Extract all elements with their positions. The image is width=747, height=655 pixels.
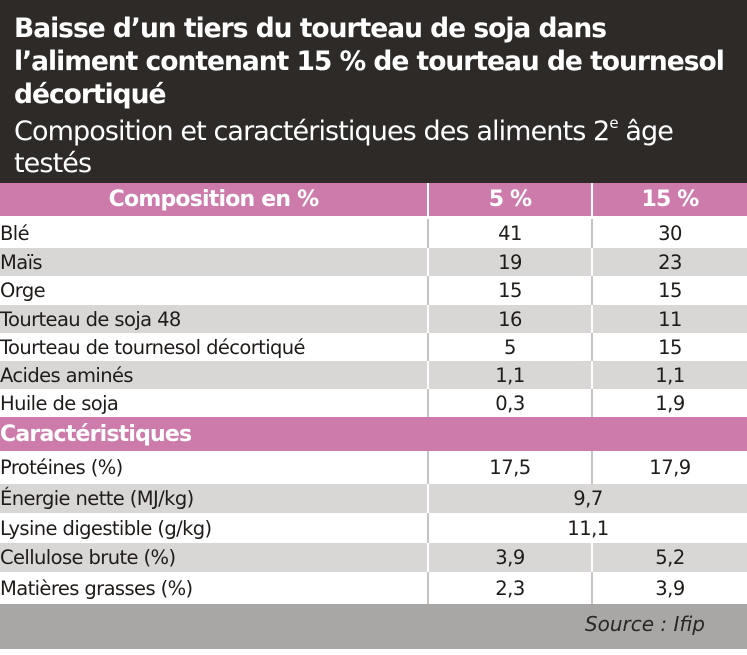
column-header-composition: Composition en % xyxy=(0,183,428,219)
row-label: Lysine digestible (g/kg) xyxy=(0,513,428,543)
value-both: 11,1 xyxy=(427,513,747,543)
table-row: Tourteau de tournesol décortiqué 5 15 xyxy=(0,333,747,361)
row-label: Matières grasses (%) xyxy=(0,572,428,604)
composition-rows: Blé 41 30 Maïs 19 23 Orge 15 15 Tourteau de soja … xyxy=(0,217,747,417)
value-15-percent: 23 xyxy=(591,248,747,276)
table-row: Blé 41 30 xyxy=(0,217,747,248)
subtitle-text: Composition et caractéristiques des alim… xyxy=(14,116,610,147)
table-row: Énergie nette (MJ/kg) 9,7 xyxy=(0,484,747,513)
section-header-row: Caractéristiques xyxy=(0,417,747,451)
value-15-percent: 15 xyxy=(591,276,747,305)
source-footer: Source : Ifip xyxy=(0,604,747,649)
table-row: Acides aminés 1,1 1,1 xyxy=(0,361,747,389)
table-row: Matières grasses (%) 2,3 3,9 xyxy=(0,572,747,604)
table-row: Huile de soja 0,3 1,9 xyxy=(0,389,747,417)
section-label: Caractéristiques xyxy=(0,417,747,451)
table-row: Orge 15 15 xyxy=(0,276,747,305)
row-label: Orge xyxy=(0,276,428,305)
value-15-percent: 1,9 xyxy=(591,389,747,417)
value-5-percent: 3,9 xyxy=(427,543,592,572)
page-title: Baisse d’un tiers du tourteau de soja da… xyxy=(14,13,725,110)
value-15-percent: 17,9 xyxy=(591,451,747,484)
table-row: Cellulose brute (%) 3,9 5,2 xyxy=(0,543,747,572)
row-label: Tourteau de soja 48 xyxy=(0,305,428,333)
subtitle-superscript: e xyxy=(609,114,618,132)
column-header-5-percent: 5 % xyxy=(427,183,592,219)
value-5-percent: 5 xyxy=(427,333,592,361)
table-row: Protéines (%) 17,5 17,9 xyxy=(0,451,747,484)
value-15-percent: 3,9 xyxy=(591,572,747,604)
value-5-percent: 19 xyxy=(427,248,592,276)
row-label: Maïs xyxy=(0,248,428,276)
value-15-percent: 11 xyxy=(591,305,747,333)
subtitle-text-end: âge testés xyxy=(14,116,674,179)
row-label: Énergie nette (MJ/kg) xyxy=(0,484,428,513)
row-label: Blé xyxy=(0,217,428,248)
value-15-percent: 1,1 xyxy=(591,361,747,389)
value-15-percent: 30 xyxy=(591,217,747,248)
value-15-percent: 15 xyxy=(591,333,747,361)
header: Baisse d’un tiers du tourteau de soja da… xyxy=(0,0,747,183)
table-row: Lysine digestible (g/kg) 11,1 xyxy=(0,513,747,543)
row-label: Cellulose brute (%) xyxy=(0,543,428,572)
value-5-percent: 41 xyxy=(427,217,592,248)
source-note: Source : Ifip xyxy=(584,612,705,636)
value-5-percent: 17,5 xyxy=(427,451,592,484)
table-row: Maïs 19 23 xyxy=(0,248,747,276)
row-label: Huile de soja xyxy=(0,389,428,417)
value-15-percent: 5,2 xyxy=(591,543,747,572)
table-header-row: Composition en % 5 % 15 % xyxy=(0,183,747,219)
value-5-percent: 1,1 xyxy=(427,361,592,389)
value-5-percent: 0,3 xyxy=(427,389,592,417)
value-5-percent: 16 xyxy=(427,305,592,333)
value-5-percent: 15 xyxy=(427,276,592,305)
value-5-percent: 2,3 xyxy=(427,572,592,604)
row-label: Protéines (%) xyxy=(0,451,428,484)
row-label: Acides aminés xyxy=(0,361,428,389)
column-header-15-percent: 15 % xyxy=(591,183,747,219)
table-row: Tourteau de soja 48 16 11 xyxy=(0,305,747,333)
page-subtitle: Composition et caractéristiques des alim… xyxy=(14,116,733,180)
composition-table: Composition en % 5 % 15 % Blé 41 30 Maïs 19 2… xyxy=(0,183,747,604)
value-both: 9,7 xyxy=(427,484,747,513)
row-label: Tourteau de tournesol décortiqué xyxy=(0,333,428,361)
characteristics-rows: Protéines (%) 17,5 17,9 Énergie nette (MJ/k… xyxy=(0,451,747,604)
